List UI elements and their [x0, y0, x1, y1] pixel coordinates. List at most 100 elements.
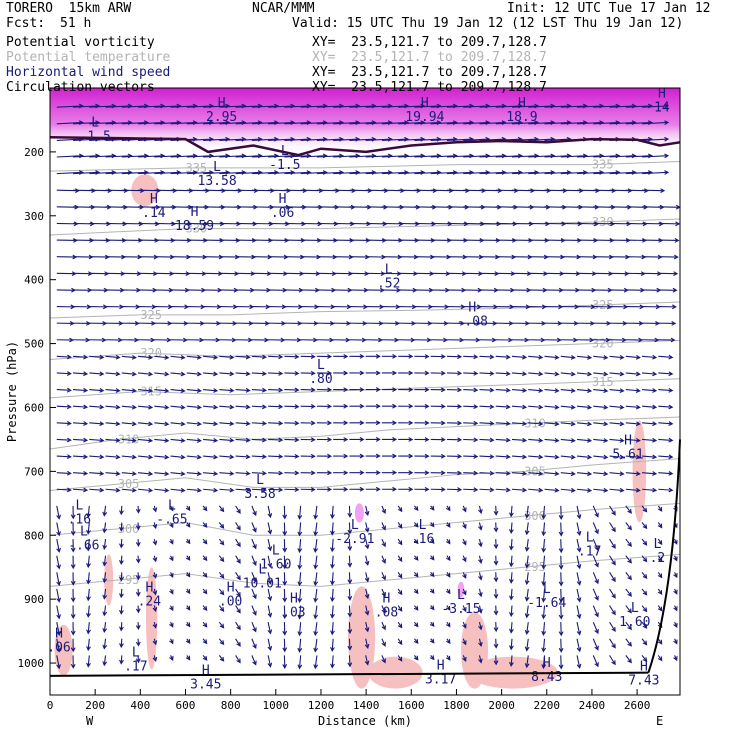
y-tick-label-500: 500 — [24, 338, 44, 351]
wind-vector-1030 — [169, 555, 174, 562]
wind-vector-892 — [446, 487, 463, 492]
wind-vector-487 — [658, 304, 677, 310]
wind-vector-683 — [138, 404, 154, 410]
wind-vector-984 — [56, 538, 61, 553]
wind-vector-902 — [609, 487, 625, 493]
wind-vector-818 — [479, 454, 495, 459]
wind-vector-1276 — [364, 655, 370, 666]
wind-vector-941 — [625, 505, 632, 514]
wind-vector-723 — [170, 421, 186, 427]
wind-vector-905 — [658, 487, 674, 493]
marker-H-11: H — [290, 591, 298, 606]
wind-vector-1203 — [446, 621, 451, 628]
wind-vector-1199 — [381, 621, 386, 631]
wind-vector-727 — [235, 421, 251, 426]
wind-vector-583 — [365, 353, 381, 359]
wind-vector-979 — [609, 522, 616, 533]
wind-vector-923 — [330, 505, 335, 520]
legend-vectors-xy: XY= 23.5,121.7 to 209.7,128.7 — [312, 80, 547, 95]
wind-vector-855 — [463, 470, 479, 476]
wind-vector-1001 — [330, 539, 335, 553]
wind-vector-954 — [202, 522, 208, 528]
wind-vector-652 — [251, 387, 267, 393]
plot-frame — [49, 87, 681, 696]
wind-vector-912 — [152, 505, 158, 513]
isentrope-335 — [49, 160, 681, 172]
wind-vector-584 — [381, 353, 398, 359]
wind-vector-692 — [284, 404, 300, 409]
wind-vector-1002 — [347, 539, 353, 552]
wind-vector-524 — [642, 321, 661, 326]
wind-vector-1048 — [462, 555, 467, 563]
wind-vector-474 — [446, 304, 466, 310]
wind-vector-993 — [202, 538, 208, 545]
wind-vector-537 — [235, 337, 253, 343]
wind-vector-1263 — [152, 655, 158, 662]
wind-vector-633 — [560, 371, 576, 377]
wind-vector-891 — [430, 487, 446, 492]
wind-vector-1255 — [657, 638, 663, 645]
wind-vector-413 — [73, 287, 93, 293]
wind-vector-980 — [625, 522, 632, 531]
wind-vector-147 — [642, 153, 670, 159]
wind-vector-1005 — [397, 538, 403, 546]
wind-vector-1038 — [297, 555, 303, 570]
marker-value-18: -1.5 — [80, 129, 111, 144]
wind-vector-1242 — [446, 638, 451, 645]
marker-value-14: 3.45 — [190, 678, 221, 693]
wind-vector-1207 — [509, 622, 514, 634]
wind-vector-1101 — [56, 588, 61, 603]
marker-L-29: L — [272, 543, 280, 558]
wind-vector-807 — [300, 453, 316, 459]
wind-vector-707 — [528, 404, 544, 410]
wind-vector-711 — [593, 404, 609, 410]
wind-vector-520 — [577, 321, 595, 326]
wind-vector-967 — [413, 522, 419, 528]
wind-vector-1084 — [413, 571, 419, 578]
wind-vector-795 — [105, 454, 121, 460]
wind-vector-987 — [102, 539, 108, 550]
isentrope-330 — [49, 218, 681, 236]
wind-vector-1037 — [282, 555, 288, 570]
wind-vector-876 — [186, 487, 202, 493]
wind-vector-718 — [89, 421, 105, 427]
wind-vector-673 — [593, 388, 609, 394]
pv-shading-blob-8 — [54, 624, 73, 676]
isentrope-label-330-1: 330 — [592, 215, 614, 229]
wind-vector-799 — [170, 454, 186, 460]
wind-vector-999 — [297, 539, 303, 554]
wind-vector-1045 — [413, 555, 419, 561]
wind-vector-1143 — [102, 605, 108, 617]
wind-vector-1217 — [673, 621, 678, 628]
x-tick-label-400: 400 — [130, 699, 150, 712]
wind-vector-1022 — [673, 538, 678, 545]
wind-vector-794 — [89, 454, 105, 460]
wind-vector-632 — [544, 371, 560, 377]
wind-vector-440 — [511, 287, 532, 293]
wind-vector-569 — [138, 355, 154, 360]
wind-vector-502 — [284, 321, 303, 326]
wind-vector-1094 — [576, 572, 582, 586]
wind-vector-1291 — [609, 655, 616, 666]
wind-vector-649 — [203, 388, 219, 393]
wind-vector-851 — [398, 470, 414, 476]
wind-vector-1164 — [446, 605, 451, 611]
wind-vector-882 — [284, 487, 300, 493]
wind-vector-577 — [268, 354, 284, 360]
x-tick-label-800: 800 — [221, 699, 241, 712]
wind-vector-594 — [544, 354, 560, 360]
wind-vector-1112 — [235, 588, 241, 598]
wind-vector-579 — [300, 354, 316, 360]
wind-vector-1158 — [347, 605, 353, 618]
wind-vector-860 — [544, 471, 560, 477]
wind-vector-638 — [642, 371, 658, 377]
wind-vector-797 — [138, 454, 154, 460]
wind-vector-808 — [316, 453, 333, 459]
wind-vector-544 — [349, 337, 367, 343]
wind-vector-400 — [479, 271, 500, 277]
wind-vector-939 — [592, 505, 599, 518]
wind-vector-1200 — [397, 621, 403, 629]
wind-vector-708 — [544, 404, 560, 410]
wind-vector-978 — [592, 522, 599, 535]
wind-vector-408 — [609, 271, 630, 277]
